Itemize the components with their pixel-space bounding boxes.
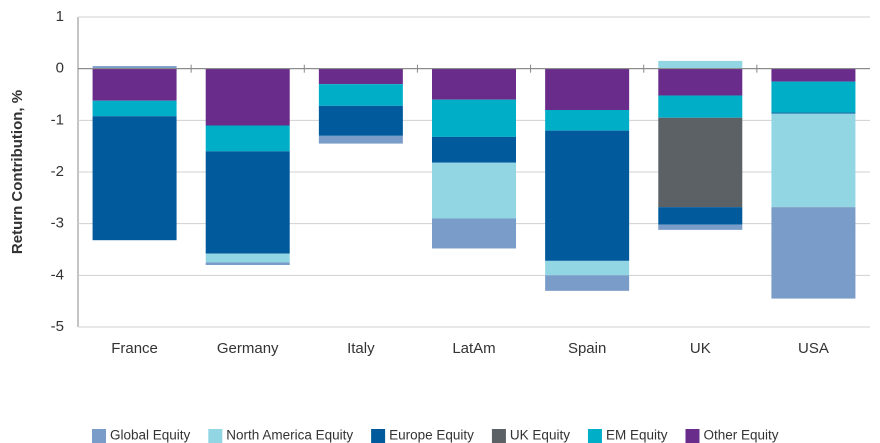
bar-segment [205,125,290,152]
bar-segment [92,100,177,117]
bar-segment [771,207,856,299]
bar-segment [205,253,290,263]
legend-label: Europe Equity [389,428,474,443]
legend-label: Global Equity [110,428,191,443]
bar-segment [545,260,630,276]
legend-label: UK Equity [510,428,570,443]
bar-segment [658,68,743,96]
legend-swatch [371,429,386,443]
x-tick-label: Germany [217,340,279,357]
bar-segment [545,68,630,110]
x-tick-label: Spain [568,340,606,357]
y-axis-label: Return Contribution, % [9,90,26,254]
bar-segment [432,99,516,137]
bar-segment [771,112,856,114]
bar-segment [92,66,177,69]
legend-swatch [685,429,700,443]
x-tick-label: Italy [347,340,375,357]
legend-swatch [92,429,106,443]
bar-segment [658,117,743,208]
bar-segment [658,60,743,69]
legend-swatch [208,429,223,443]
bar-segment [545,130,630,261]
bar-segment [318,135,403,144]
bar-segment [205,151,290,254]
bar-segment [92,116,177,241]
y-tick-label: -4 [51,266,64,283]
x-tick-label: LatAm [452,340,495,357]
y-tick-label: -3 [51,215,64,232]
bar-segment [205,68,290,126]
x-tick-label: UK [690,340,711,357]
legend-swatch [491,429,506,443]
y-tick-label: -2 [51,163,64,180]
bar-segment [432,68,516,100]
bar-segment [318,68,403,85]
bar-segment [432,162,516,219]
bar-segment [658,207,743,225]
x-tick-label: USA [798,340,829,357]
bar-segment [658,224,743,230]
bar-segment [545,275,630,291]
bar-segment [545,110,630,131]
y-tick-label: 1 [56,8,64,25]
legend-label: North America Equity [226,428,353,443]
y-tick-label: 0 [56,60,64,77]
legend-swatch [587,429,602,443]
bar-segment [658,95,743,118]
x-tick-label: France [111,340,158,357]
y-tick-label: -5 [51,318,64,335]
bar-segment [771,81,856,113]
legend-label: Other Equity [703,428,778,443]
y-tick-label: -1 [51,111,64,128]
bar-segment [771,113,856,208]
bar-segment [92,68,177,101]
legend-label: EM Equity [606,428,668,443]
bar-segment [205,262,290,265]
bar-segment [318,84,403,106]
bar-segment [318,105,403,136]
bar-segment [432,136,516,163]
bar-segment [432,218,516,249]
bar-segment [771,68,856,82]
